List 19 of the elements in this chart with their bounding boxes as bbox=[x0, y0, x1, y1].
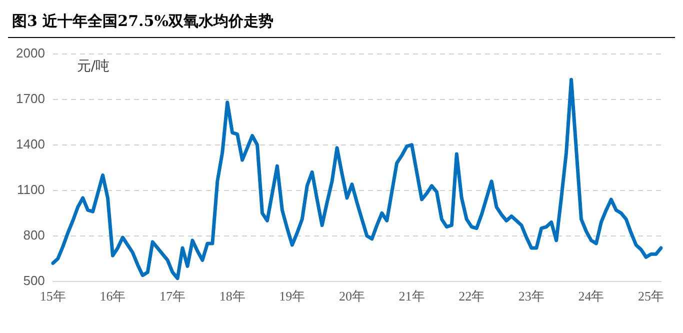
x-tick-label: 25年 bbox=[638, 288, 664, 304]
x-tick-label: 19年 bbox=[279, 288, 306, 304]
x-tick-label: 24年 bbox=[578, 288, 604, 304]
y-tick-label: 500 bbox=[23, 272, 45, 288]
y-tick-label: 1700 bbox=[16, 90, 45, 106]
y-axis-title: 元/吨 bbox=[76, 58, 110, 74]
x-tick-label: 20年 bbox=[338, 288, 365, 304]
y-tick-label: 1100 bbox=[16, 182, 45, 197]
x-tick-label: 15年 bbox=[40, 288, 66, 304]
x-tick-label: 23年 bbox=[518, 288, 544, 304]
chart-title: 图3 近十年全国27.5%双氧水均价走势 bbox=[8, 8, 675, 38]
x-tick-label: 16年 bbox=[100, 288, 126, 304]
y-tick-label: 800 bbox=[23, 227, 45, 242]
x-tick-label: 21年 bbox=[398, 288, 425, 304]
y-tick-label: 1400 bbox=[16, 136, 45, 152]
x-tick-label: 17年 bbox=[160, 288, 186, 304]
y-tick-label: 2000 bbox=[16, 45, 45, 60]
x-tick-label: 22年 bbox=[458, 288, 485, 304]
x-tick-label: 18年 bbox=[219, 288, 246, 304]
